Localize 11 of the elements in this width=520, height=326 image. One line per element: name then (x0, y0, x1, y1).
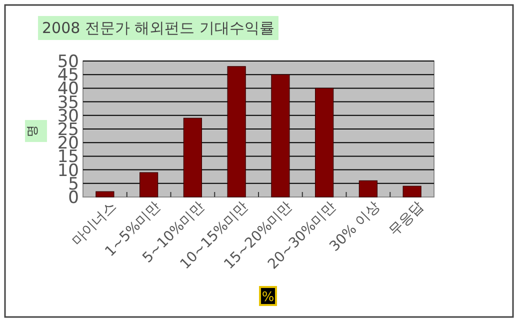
bar (402, 186, 422, 198)
bar (315, 88, 334, 198)
chart-title: 2008 전문가 해외펀드 기대수익률 (42, 19, 274, 37)
bar (271, 74, 290, 198)
bar (140, 172, 158, 198)
bar (183, 118, 202, 198)
y-axis-title: 명 (25, 125, 39, 137)
x-axis-title: % (262, 290, 274, 305)
bar (227, 66, 246, 198)
bar (96, 191, 114, 198)
bar (358, 180, 378, 198)
